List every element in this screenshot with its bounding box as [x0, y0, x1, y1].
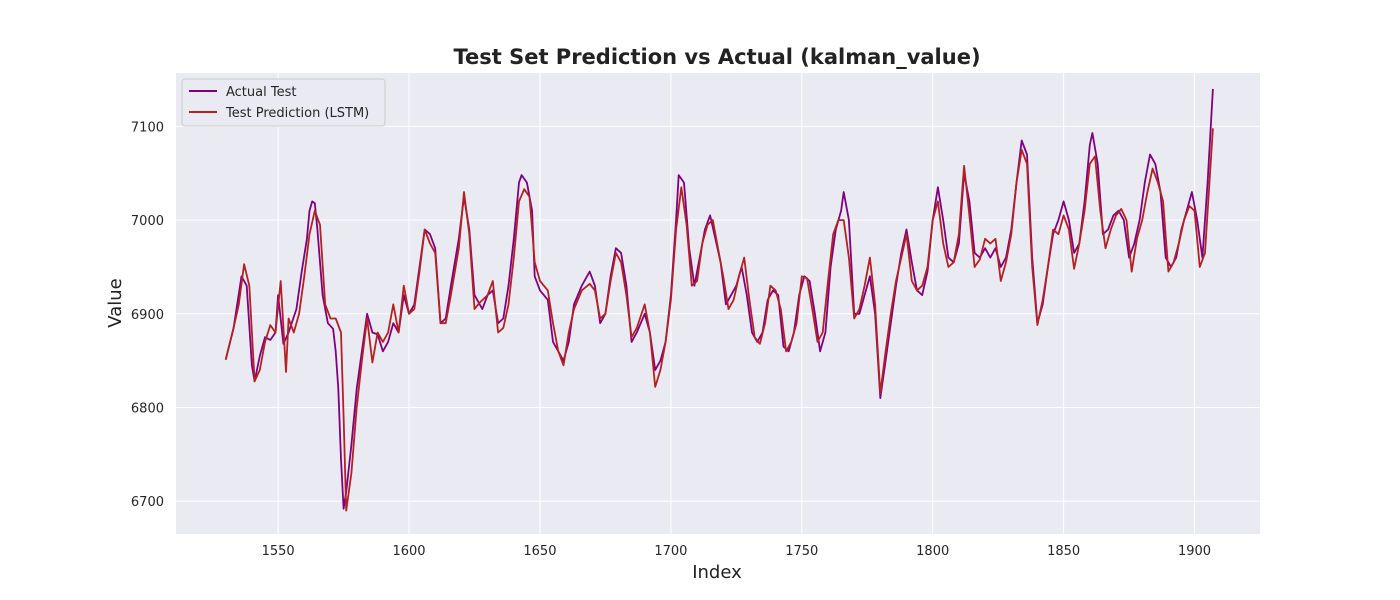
x-axis-ticks: 1550 1600 1650 1700 1750 1800 1850 1900	[262, 544, 1212, 559]
legend-box	[181, 78, 386, 127]
series-layer	[224, 88, 1214, 512]
y-axis-label: Value	[105, 278, 126, 327]
x-tick-label-1850: 1850	[1047, 544, 1080, 559]
x-tick-label-1700: 1700	[654, 544, 687, 559]
x-tick-label-1900: 1900	[1178, 544, 1211, 559]
grid	[176, 73, 1260, 534]
x-tick-label-1800: 1800	[916, 544, 949, 559]
y-tick-label-6700: 6700	[131, 495, 164, 510]
y-tick-label-7100: 7100	[131, 120, 164, 135]
x-tick-label-1650: 1650	[523, 544, 556, 559]
chart-title: Test Set Prediction vs Actual (kalman_va…	[453, 45, 980, 69]
x-tick-label-1600: 1600	[392, 544, 425, 559]
legend: Actual Test Test Prediction (LSTM)	[181, 78, 386, 127]
x-axis-label: Index	[692, 562, 742, 583]
series-line-prediction	[224, 128, 1214, 512]
y-tick-label-6800: 6800	[131, 402, 164, 417]
x-tick-label-1550: 1550	[262, 544, 295, 559]
y-tick-label-6900: 6900	[131, 308, 164, 323]
legend-label-actual: Actual Test	[226, 85, 296, 100]
legend-label-prediction: Test Prediction (LSTM)	[225, 106, 369, 121]
y-tick-label-7000: 7000	[131, 214, 164, 229]
y-axis-ticks: 6700 6800 6900 7000 7100	[131, 120, 164, 510]
x-tick-label-1750: 1750	[785, 544, 818, 559]
plot-area	[176, 73, 1260, 534]
